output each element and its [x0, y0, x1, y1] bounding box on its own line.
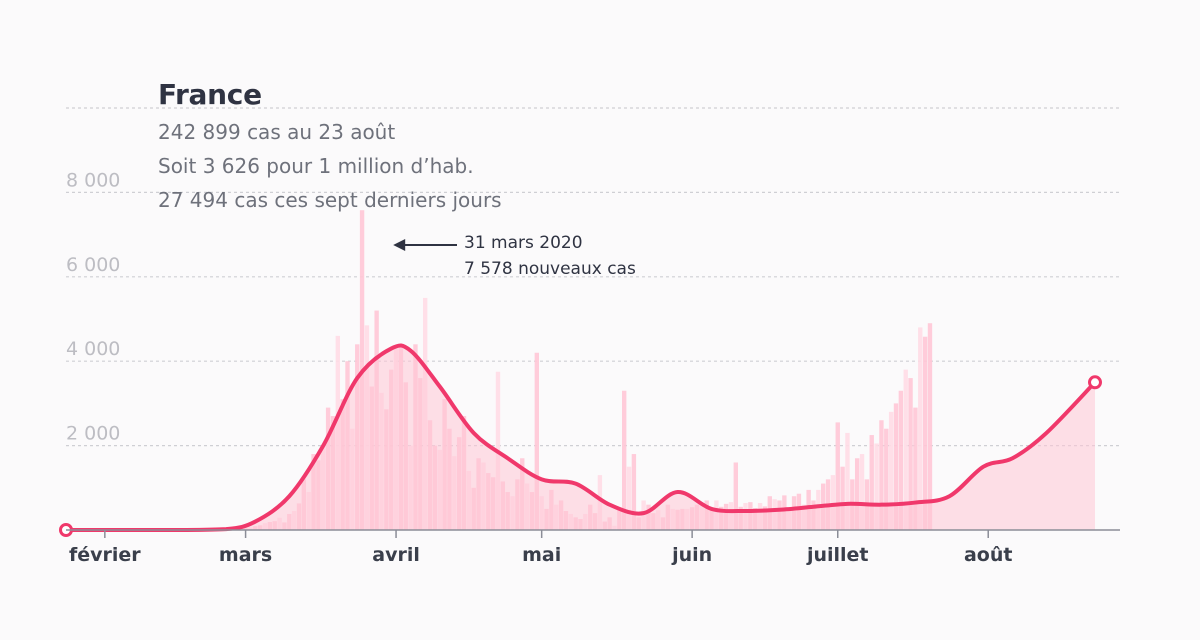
x-tick-label: juin — [671, 544, 712, 566]
daily-bar — [845, 432, 850, 530]
line-end-point — [1088, 375, 1102, 390]
daily-bar — [859, 454, 865, 530]
daily-bar — [893, 403, 899, 530]
annotation-arrowhead — [393, 239, 406, 251]
daily-bar — [830, 475, 836, 530]
x-tick-label: juillet — [806, 544, 869, 566]
subtitle-line-2: Soit 3 626 pour 1 million d’hab. — [158, 154, 474, 178]
daily-bar — [631, 454, 637, 530]
annotation-layer — [393, 239, 457, 251]
y-tick-label: 8 000 — [66, 169, 120, 191]
daily-bar — [918, 327, 923, 530]
daily-bar — [854, 458, 860, 530]
grid-layer — [66, 107, 1120, 447]
daily-bar — [869, 435, 874, 530]
daily-bar — [888, 411, 894, 530]
x-tick-label: mars — [219, 544, 272, 566]
daily-bar — [840, 466, 845, 530]
daily-bar — [898, 390, 904, 530]
area-layer — [66, 345, 1095, 530]
x-tick-label: février — [69, 544, 141, 566]
daily-bar — [913, 407, 918, 530]
subtitle-line-1: 242 899 cas au 23 août — [158, 120, 396, 144]
daily-bar — [908, 378, 913, 530]
daily-bar — [835, 422, 840, 530]
daily-bar — [879, 420, 884, 530]
annotation-value: 7 578 nouveaux cas — [464, 259, 636, 279]
daily-bar — [626, 466, 632, 530]
y-tick-label: 6 000 — [66, 254, 120, 276]
x-tick-label: août — [964, 544, 1012, 566]
peak-annotation: 31 mars 2020 7 578 nouveaux cas — [464, 230, 636, 282]
subtitle-line-3: 27 494 cas ces sept derniers jours — [158, 188, 502, 212]
daily-bar — [733, 462, 739, 530]
daily-bar — [903, 369, 908, 530]
daily-bar — [922, 336, 928, 530]
axis-layer: 2 000 4 000 6 000 8 000 février mars avril mai j… — [66, 169, 1120, 566]
average-area — [66, 345, 1095, 530]
annotation-date: 31 mars 2020 — [464, 233, 583, 253]
daily-bar — [884, 428, 889, 530]
daily-bar — [927, 323, 933, 530]
average-line — [64, 343, 1097, 532]
y-tick-label: 2 000 — [66, 423, 120, 445]
y-tick-label: 4 000 — [66, 338, 120, 360]
x-tick-label: mai — [522, 544, 561, 566]
daily-bar — [534, 352, 540, 530]
daily-bar — [621, 390, 627, 530]
x-tick-label: avril — [372, 544, 420, 566]
chart-title: France — [158, 78, 262, 111]
chart-header: France 242 899 cas au 23 août Soit 3 626… — [158, 78, 502, 217]
daily-bar — [874, 443, 879, 530]
